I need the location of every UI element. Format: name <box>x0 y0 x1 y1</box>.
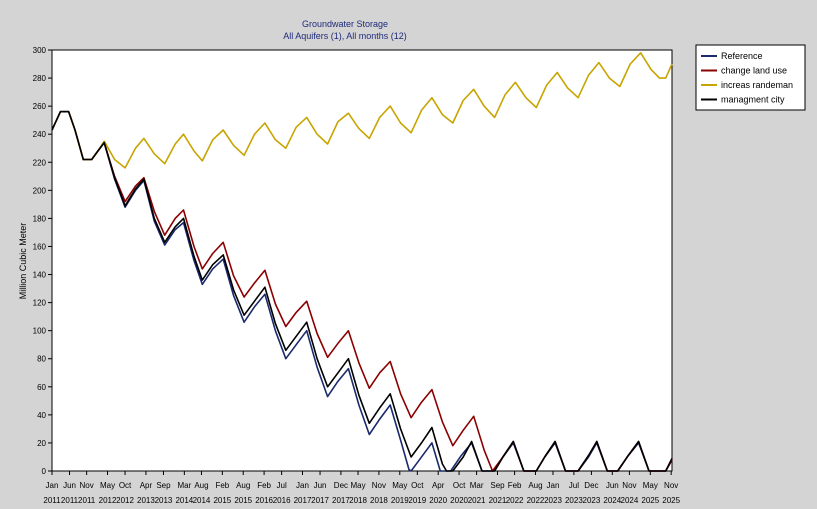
x-tick-year: 2020 <box>450 496 468 505</box>
y-axis-label: Million Cubic Meter <box>18 223 28 300</box>
series-line-2 <box>51 52 673 169</box>
x-tick-month: Feb <box>215 481 229 490</box>
x-tick-year: 2011 <box>78 496 96 505</box>
chart-title: Groundwater Storage <box>302 19 388 29</box>
x-tick-year: 2015 <box>213 496 231 505</box>
x-tick-year: 2017 <box>294 496 312 505</box>
y-tick-label: 60 <box>37 383 46 392</box>
x-tick-month: May <box>643 481 658 490</box>
x-tick-year: 2024 <box>603 496 621 505</box>
x-tick-year: 2022 <box>506 496 524 505</box>
x-tick-month: Jul <box>569 481 579 490</box>
x-tick-year: 2017 <box>332 496 350 505</box>
y-tick-label: 140 <box>33 271 47 280</box>
x-tick-month: Jun <box>606 481 619 490</box>
x-tick-month: Dec <box>584 481 598 490</box>
x-tick-year: 2023 <box>565 496 583 505</box>
y-tick-label: 100 <box>33 327 47 336</box>
y-tick-label: 40 <box>37 411 46 420</box>
legend-label-0: Reference <box>721 51 763 61</box>
x-tick-month: Jun <box>314 481 327 490</box>
x-tick-year: 2015 <box>234 496 252 505</box>
x-tick-year: 2011 <box>43 496 61 505</box>
y-tick-label: 180 <box>33 214 47 223</box>
x-tick-year: 2023 <box>583 496 601 505</box>
x-tick-year: 2025 <box>662 496 680 505</box>
y-tick-label: 240 <box>33 130 47 139</box>
x-tick-year: 2019 <box>391 496 409 505</box>
y-tick-label: 120 <box>33 299 47 308</box>
x-tick-month: May <box>100 481 115 490</box>
x-tick-year: 2020 <box>429 496 447 505</box>
x-tick-year: 2022 <box>527 496 545 505</box>
y-tick-label: 160 <box>33 242 47 251</box>
legend: Reference change land use increas randeman… <box>695 44 806 111</box>
x-tick-month: Oct <box>119 481 132 490</box>
y-tick-label: 220 <box>33 158 47 167</box>
x-tick-month: Apr <box>140 481 153 490</box>
y-tick-label: 200 <box>33 186 47 195</box>
x-tick-month: Nov <box>372 481 386 490</box>
x-tick-year: 2025 <box>641 496 659 505</box>
x-tick-month: Jun <box>63 481 76 490</box>
series-lines <box>51 52 673 472</box>
x-tick-year: 2014 <box>193 496 211 505</box>
x-tick-month: Mar <box>177 481 191 490</box>
series-line-3 <box>51 110 673 472</box>
x-tick-year: 2023 <box>544 496 562 505</box>
x-tick-month: Aug <box>528 481 542 490</box>
x-tick-month: Jul <box>277 481 287 490</box>
x-tick-month: Jan <box>296 481 309 490</box>
x-tick-year: 2021 <box>468 496 486 505</box>
y-tick-label: 80 <box>37 355 46 364</box>
y-axis: 0 20 40 60 80 100 120 140 160 180 200 220 240 260 280 3… <box>33 46 52 476</box>
y-tick-label: 0 <box>42 467 47 476</box>
y-tick-label: 280 <box>33 74 47 83</box>
legend-label-3: managment city <box>721 95 785 105</box>
x-tick-year: 2012 <box>99 496 117 505</box>
x-tick-month: Feb <box>508 481 522 490</box>
x-tick-year: 2018 <box>370 496 388 505</box>
y-tick-label: 300 <box>33 46 47 55</box>
x-tick-year: 2018 <box>349 496 367 505</box>
x-tick-month: May <box>392 481 407 490</box>
x-tick-year: 2016 <box>255 496 273 505</box>
x-tick-month: Jan <box>46 481 59 490</box>
x-tick-month: May <box>350 481 365 490</box>
x-tick-year: 2019 <box>408 496 426 505</box>
x-tick-month: Nov <box>80 481 94 490</box>
x-tick-month: Sep <box>490 481 505 490</box>
x-tick-month: Nov <box>664 481 678 490</box>
legend-label-1: change land use <box>721 66 787 76</box>
y-tick-label: 260 <box>33 102 47 111</box>
x-tick-year: 2013 <box>155 496 173 505</box>
x-tick-month: Oct <box>453 481 466 490</box>
legend-label-2: increas randeman <box>721 80 793 90</box>
x-tick-year: 2016 <box>273 496 291 505</box>
x-axis: Jan2011Jun2011Nov2011May2012Oct2012Apr20… <box>43 471 681 505</box>
x-tick-year: 2013 <box>137 496 155 505</box>
x-tick-month: Oct <box>411 481 424 490</box>
x-tick-year: 2014 <box>175 496 193 505</box>
x-tick-year: 2011 <box>61 496 79 505</box>
x-tick-month: Feb <box>257 481 271 490</box>
x-tick-year: 2021 <box>489 496 507 505</box>
x-tick-month: Apr <box>432 481 445 490</box>
y-tick-label: 20 <box>37 439 46 448</box>
x-tick-month: Sep <box>156 481 171 490</box>
x-tick-month: Aug <box>194 481 208 490</box>
x-tick-month: Jan <box>547 481 560 490</box>
x-tick-month: Aug <box>236 481 250 490</box>
chart-subtitle: All Aquifers (1), All months (12) <box>283 31 407 41</box>
x-tick-year: 2024 <box>621 496 639 505</box>
x-tick-year: 2012 <box>116 496 134 505</box>
x-tick-month: Nov <box>622 481 636 490</box>
x-tick-year: 2017 <box>311 496 329 505</box>
x-tick-month: Mar <box>470 481 484 490</box>
x-tick-month: Dec <box>334 481 348 490</box>
plot-area <box>51 49 673 472</box>
